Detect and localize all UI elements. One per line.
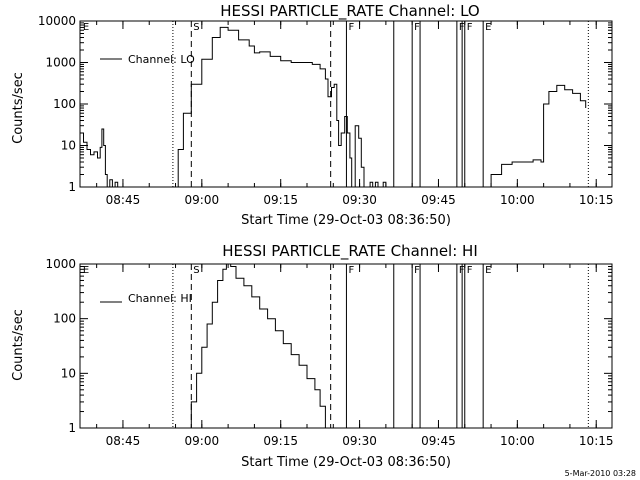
legend-label: Channel: HI xyxy=(128,292,192,305)
event-marker-label: S xyxy=(193,22,199,33)
event-marker-label: S xyxy=(193,265,199,276)
x-tick-label: 09:45 xyxy=(421,434,456,448)
x-tick-label: 08:45 xyxy=(106,434,141,448)
y-axis-label: Counts/sec xyxy=(11,309,26,381)
x-tick-label: 10:00 xyxy=(500,434,535,448)
legend-label: Channel: LO xyxy=(128,53,195,66)
event-marker-label: E xyxy=(485,265,491,276)
y-tick-label: 1 xyxy=(68,421,76,435)
event-marker-label: F xyxy=(348,22,354,33)
timestamp-stamp: 5-Mar-2010 03:28 xyxy=(565,469,636,478)
event-marker-label: F xyxy=(414,22,420,33)
chart-title: HESSI PARTICLE_RATE Channel: LO xyxy=(220,2,479,21)
chart-panel-hi: HESSI PARTICLE_RATE Channel: HI Start Ti… xyxy=(11,242,614,470)
x-tick-label: 09:00 xyxy=(185,434,220,448)
y-tick-label: 1000 xyxy=(45,56,76,70)
event-marker-label: F xyxy=(348,265,354,276)
event-marker-label: E xyxy=(83,22,89,33)
x-axis-label: Start Time (29-Oct-03 08:36:50) xyxy=(241,455,451,470)
y-tick-label: 10 xyxy=(61,139,76,153)
y-tick-label: 10 xyxy=(61,366,76,380)
y-tick-label: 10000 xyxy=(38,14,76,28)
x-tick-label: 09:30 xyxy=(342,193,377,207)
x-tick-label: 09:15 xyxy=(263,193,298,207)
event-marker-label: F xyxy=(467,22,473,33)
x-tick-label: 08:45 xyxy=(106,193,141,207)
x-tick-label: 09:15 xyxy=(263,434,298,448)
x-tick-label: 10:15 xyxy=(579,434,614,448)
y-tick-label: 1 xyxy=(68,180,76,194)
y-axis-label: Counts/sec xyxy=(11,72,26,144)
event-marker-label: E xyxy=(485,22,491,33)
event-marker-label: E xyxy=(83,265,89,276)
x-axis-label: Start Time (29-Oct-03 08:36:50) xyxy=(241,213,451,228)
series-line xyxy=(186,263,326,429)
series-line xyxy=(80,26,587,188)
x-tick-label: 09:30 xyxy=(342,434,377,448)
x-tick-label: 10:15 xyxy=(579,193,614,207)
x-tick-label: 09:45 xyxy=(421,193,456,207)
chart-title: HESSI PARTICLE_RATE Channel: HI xyxy=(222,242,478,261)
y-tick-label: 100 xyxy=(53,312,76,326)
x-tick-label: 09:00 xyxy=(185,193,220,207)
x-tick-label: 10:00 xyxy=(500,193,535,207)
chart-panel-lo: HESSI PARTICLE_RATE Channel: LO Start Ti… xyxy=(11,2,614,228)
event-marker-label: F xyxy=(467,265,473,276)
y-tick-label: 1000 xyxy=(45,257,76,271)
event-marker-label: F xyxy=(414,265,420,276)
y-tick-label: 100 xyxy=(53,97,76,111)
